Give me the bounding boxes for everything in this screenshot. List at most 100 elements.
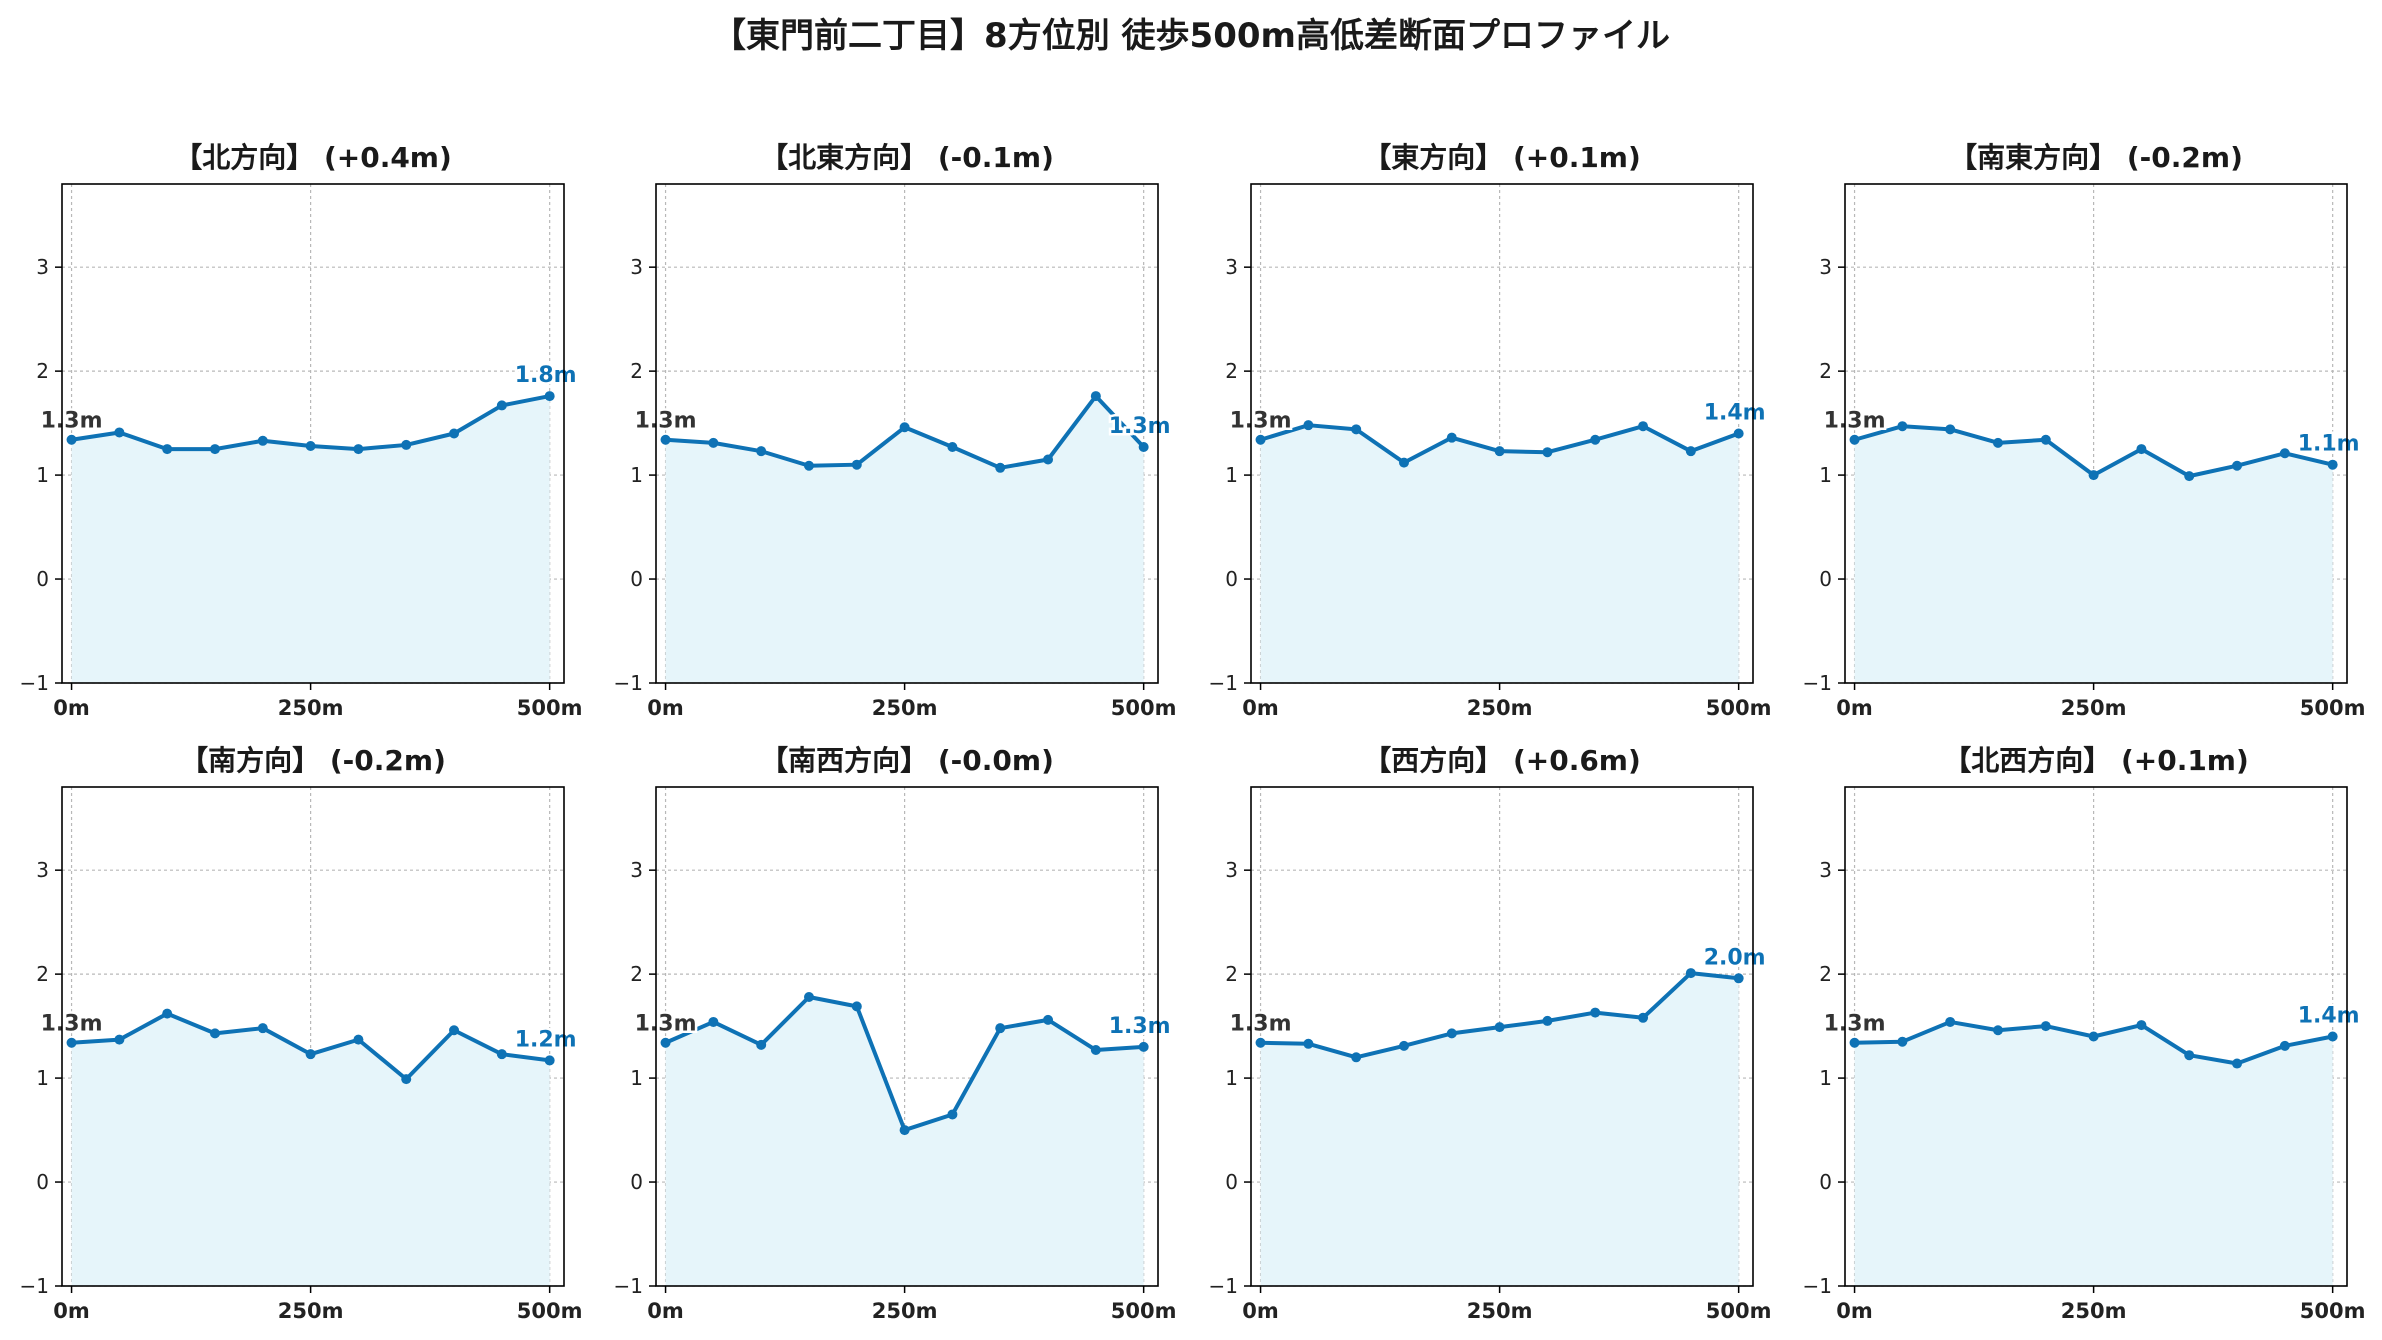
end-elevation-label: 1.3m	[1109, 1014, 1171, 1039]
x-tick-label: 500m	[517, 696, 583, 720]
profile-point	[947, 1109, 958, 1120]
profile-point	[803, 991, 814, 1002]
start-elevation-label: 1.3m	[635, 1012, 697, 1037]
profile-point	[496, 400, 507, 411]
subplot-title: 【南西方向】 (-0.0m)	[760, 744, 1054, 777]
profile-point	[1849, 1037, 1860, 1048]
profile-point	[899, 1125, 910, 1136]
y-tick-label: 0	[1225, 1170, 1238, 1194]
y-tick-label: 1	[1819, 463, 1832, 487]
profile-point	[851, 1001, 862, 1012]
profile-area	[71, 1013, 550, 1286]
profile-point	[1494, 1022, 1505, 1033]
profile-point	[1945, 424, 1956, 435]
profile-point	[1590, 1007, 1601, 1018]
profile-chart-6: 1.3m 1.3m −1 0 1 2 3 0m 250m 500m 【南西方向】 (-0.0m)	[614, 744, 1177, 1323]
plot-frame	[1250, 786, 1754, 1287]
y-tick-label: 3	[36, 255, 49, 279]
x-tick-label: 250m	[872, 696, 938, 720]
y-tick-label: 2	[630, 359, 643, 383]
profile-chart-4: 1.3m 1.1m −1 0 1 2 3 0m 250m 500m 【南東方向】 (-0.2m)	[1803, 141, 2366, 720]
profile-point	[544, 1055, 555, 1066]
profile-point	[2088, 470, 2099, 481]
x-tick-label: 500m	[2300, 696, 2366, 720]
x-tick-label: 500m	[1706, 696, 1772, 720]
y-tick-label: 3	[36, 858, 49, 882]
profile-point	[305, 1049, 316, 1060]
y-tick-label: 2	[1225, 359, 1238, 383]
profile-point	[2136, 444, 2147, 455]
profile-area	[71, 396, 550, 683]
profile-point	[114, 427, 125, 438]
profile-point	[851, 459, 862, 470]
profile-area	[665, 396, 1144, 683]
profile-point	[2327, 459, 2338, 470]
profile-point	[995, 462, 1006, 473]
x-tick-label: 500m	[2300, 1299, 2366, 1323]
profile-point	[1542, 447, 1553, 458]
plot-frame	[655, 183, 1159, 684]
subplot-title: 【南方向】 (-0.2m)	[180, 744, 446, 777]
x-tick-label: 500m	[1706, 1299, 1772, 1323]
x-tick-label: 0m	[647, 1299, 684, 1323]
profile-point	[1733, 973, 1744, 984]
subplot-title: 【北東方向】 (-0.1m)	[760, 141, 1054, 174]
profile-chart-3: 1.3m 1.4m −1 0 1 2 3 0m 250m 500m 【東方向】 (+0.1m)	[1209, 141, 1772, 720]
profile-point	[1992, 437, 2003, 448]
profile-point	[1043, 454, 1054, 465]
start-elevation-label: 1.3m	[1230, 409, 1292, 434]
y-tick-label: 0	[1819, 1170, 1832, 1194]
profile-point	[2088, 1031, 2099, 1042]
profile-point	[1398, 1040, 1409, 1051]
x-tick-label: 250m	[1467, 1299, 1533, 1323]
y-tick-label: 2	[36, 359, 49, 383]
figure-title: 【東門前二丁目】8方位別 徒歩500m高低差断面プロファイル	[712, 16, 1670, 56]
profile-point	[449, 428, 460, 439]
x-tick-label: 0m	[53, 696, 90, 720]
y-tick-label: 1	[1819, 1066, 1832, 1090]
profile-area	[1854, 1021, 2333, 1286]
y-tick-label: 3	[630, 255, 643, 279]
start-elevation-label: 1.3m	[1824, 1012, 1886, 1037]
y-tick-label: 3	[1819, 858, 1832, 882]
profile-point	[1446, 1028, 1457, 1039]
profile-point	[2327, 1031, 2338, 1042]
profile-point	[899, 422, 910, 433]
y-tick-label: 0	[36, 567, 49, 591]
profile-point	[1542, 1015, 1553, 1026]
profile-point	[1849, 434, 1860, 445]
profile-point	[401, 1074, 412, 1085]
profile-point	[1043, 1014, 1054, 1025]
profile-point	[353, 1034, 364, 1045]
profile-point	[1590, 434, 1601, 445]
x-tick-label: 250m	[2061, 696, 2127, 720]
x-tick-label: 0m	[1836, 696, 1873, 720]
x-tick-label: 250m	[2061, 1299, 2127, 1323]
profile-point	[1638, 421, 1649, 432]
profile-area	[1260, 973, 1739, 1286]
y-tick-label: −1	[20, 1274, 49, 1298]
profile-point	[1945, 1016, 1956, 1027]
profile-point	[1494, 446, 1505, 457]
profile-point	[209, 1028, 220, 1039]
y-tick-label: 3	[1819, 255, 1832, 279]
profile-point	[353, 444, 364, 455]
subplot-title: 【南東方向】 (-0.2m)	[1949, 141, 2243, 174]
plot-frame	[61, 786, 565, 1287]
end-elevation-label: 1.2m	[515, 1027, 577, 1052]
profile-point	[544, 391, 555, 402]
y-tick-label: −1	[1803, 671, 1832, 695]
profile-point	[1897, 1036, 1908, 1047]
y-tick-label: 0	[630, 1170, 643, 1194]
profile-point	[660, 434, 671, 445]
end-elevation-label: 1.1m	[2298, 432, 2360, 457]
profile-point	[1351, 1052, 1362, 1063]
profile-point	[1897, 421, 1908, 432]
x-tick-label: 500m	[1111, 1299, 1177, 1323]
y-tick-label: 1	[630, 1066, 643, 1090]
profile-point	[1398, 457, 1409, 468]
profile-point	[257, 1023, 268, 1034]
y-tick-label: 3	[630, 858, 643, 882]
y-tick-label: 1	[36, 463, 49, 487]
profile-point	[2040, 1021, 2051, 1032]
